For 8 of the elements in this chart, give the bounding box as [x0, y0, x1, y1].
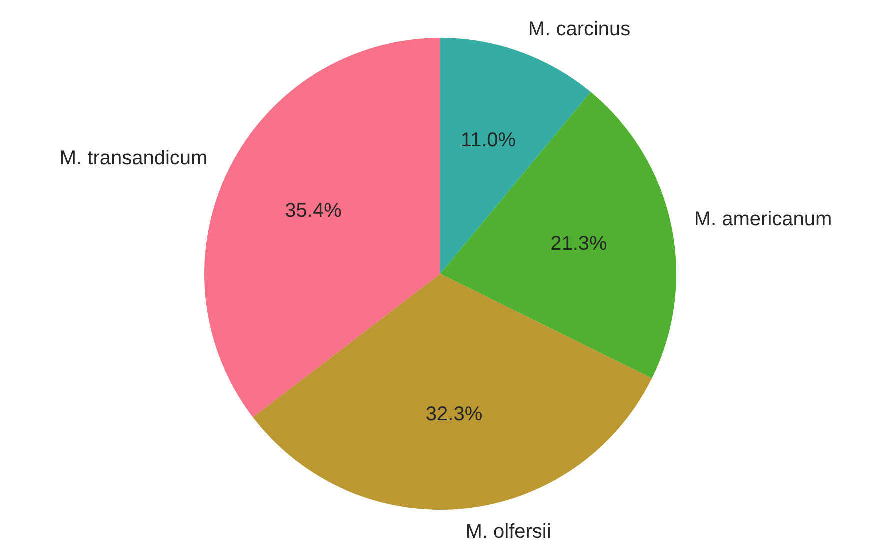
data-label: 21.3% — [550, 232, 608, 255]
slice-label: M. americanum — [694, 208, 832, 230]
data-label: 35.4% — [285, 200, 342, 222]
slice-label: M. carcinus — [528, 18, 631, 40]
slice-label: M. transandicum — [60, 148, 208, 170]
data-label: 11.0% — [460, 129, 516, 152]
data-label: 32.3% — [426, 403, 483, 426]
slice-label: M. olfersii — [466, 520, 552, 540]
